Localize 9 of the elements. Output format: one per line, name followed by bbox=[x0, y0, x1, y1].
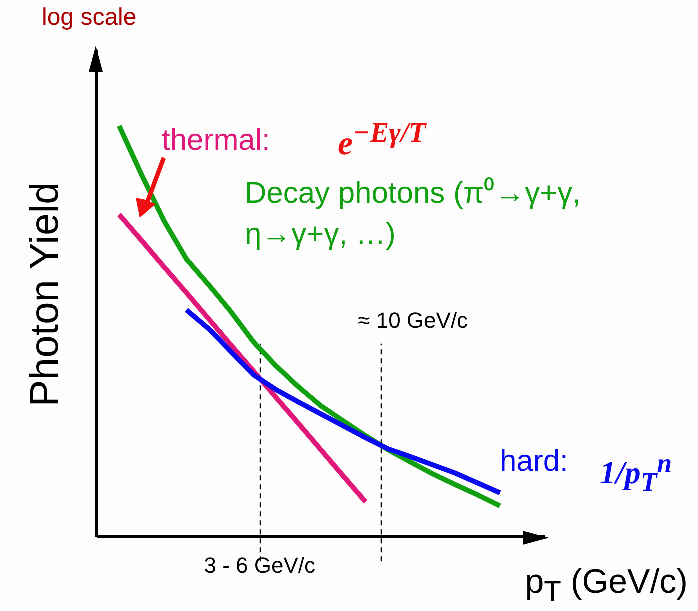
text: thermal: bbox=[162, 124, 270, 158]
y-axis-title: Photon Yield bbox=[22, 182, 68, 406]
text: 3 - 6 GeV/c bbox=[203, 553, 317, 579]
annotation: e$^{−Eγ/T}$ bbox=[338, 118, 426, 164]
series-label: Decay photons (π⁰→γ+γ, η→γ+γ, …) bbox=[245, 176, 582, 253]
text: log scale bbox=[42, 4, 137, 32]
annotation: ≈ 10 GeV/c bbox=[357, 308, 470, 334]
series-label: hard: bbox=[500, 445, 568, 479]
x-axis-title: p$_{T}$ (GeV/c) bbox=[525, 563, 688, 609]
